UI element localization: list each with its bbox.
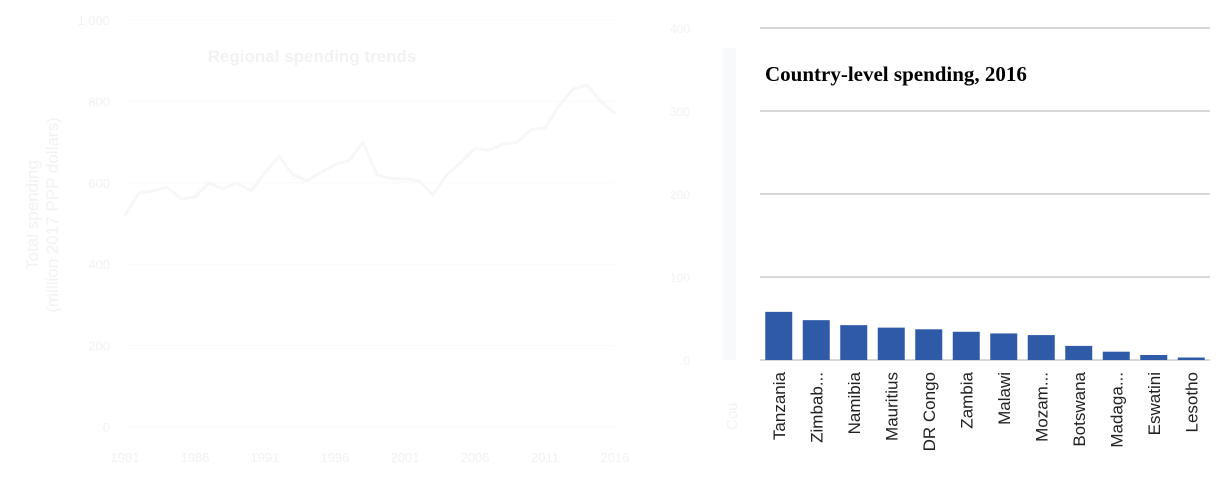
line-chart-x-tick-label: 1996 bbox=[321, 450, 350, 465]
bar-chart-bar bbox=[1027, 335, 1055, 360]
bar-chart-y-tick-label: 400 bbox=[670, 22, 690, 36]
bar-chart-category-label: Madaga... bbox=[1107, 372, 1126, 448]
bar-chart-bar bbox=[952, 331, 980, 360]
line-chart-title: Regional spending trends bbox=[208, 47, 417, 66]
bar-chart-y-tick-label: 0 bbox=[683, 354, 690, 368]
line-chart-x-tick-label: 2006 bbox=[461, 450, 490, 465]
bar-chart-title: Country-level spending, 2016 bbox=[765, 62, 1027, 86]
bar-chart-category-label: Namibia bbox=[845, 371, 864, 434]
line-chart-x-tick-label: 2001 bbox=[391, 450, 420, 465]
bar-chart-y-tick-label: 300 bbox=[670, 105, 690, 119]
bar-chart-faint-axis-strip bbox=[722, 48, 736, 360]
bar-chart-category-label: Eswatini bbox=[1145, 372, 1164, 435]
bar-chart-y-tick-label: 100 bbox=[670, 271, 690, 285]
line-chart-y-axis-label-line: Total spending bbox=[23, 160, 42, 270]
line-chart-x-tick-label: 2011 bbox=[531, 450, 559, 465]
bar-chart-bar bbox=[1102, 351, 1130, 360]
line-chart-series-line bbox=[123, 83, 616, 217]
line-chart-x-tick-label: 1981 bbox=[111, 450, 140, 465]
bar-chart-bar bbox=[802, 320, 830, 360]
line-chart-y-axis-label: Total spending(million 2017 PPP dollars) bbox=[23, 117, 62, 312]
bar-chart-bar bbox=[840, 325, 868, 360]
bar-chart-category-label: Mozam... bbox=[1032, 372, 1051, 442]
bar-chart-y-tick-label: 200 bbox=[670, 188, 690, 202]
line-chart-y-tick-label: 1,000 bbox=[77, 13, 110, 28]
bar-chart-category-label: Zambia bbox=[957, 371, 976, 428]
bar-chart-category-label: Botswana bbox=[1070, 371, 1089, 446]
line-chart-x-tick-label: 1991 bbox=[251, 450, 280, 465]
line-chart-x-tick-label: 1986 bbox=[181, 450, 210, 465]
line-chart-y-axis-label-line: (million 2017 PPP dollars) bbox=[43, 117, 62, 312]
bar-chart-bar bbox=[1065, 345, 1093, 360]
bar-chart-bar bbox=[915, 329, 943, 360]
regional-trend-chart: 0 200 400 600 800 1,000 1981 1986 1991 1996 2001 20… bbox=[23, 13, 630, 465]
bar-chart-bar bbox=[990, 333, 1018, 360]
bar-chart-category-label: Lesotho bbox=[1182, 372, 1201, 433]
bar-chart-category-label: DR Congo bbox=[920, 372, 939, 451]
country-bar-svg: 0 100 200 300 400 Cou Tanzania Zimbab... Namibia… bbox=[670, 22, 1210, 451]
line-chart-y-tick-label: 800 bbox=[88, 94, 110, 109]
line-chart-x-tick-label: 2016 bbox=[601, 450, 630, 465]
country-bar-chart: 0 100 200 300 400 Cou Tanzania Zimbab... Namibia… bbox=[645, 0, 1221, 477]
bar-chart-bar bbox=[877, 327, 905, 360]
regional-trend-svg: 0 200 400 600 800 1,000 1981 1986 1991 1996 2001 20… bbox=[23, 13, 630, 465]
bar-chart-bar bbox=[1177, 357, 1205, 360]
bar-chart-category-label: Tanzania bbox=[770, 371, 789, 440]
line-chart-y-tick-label: 600 bbox=[88, 176, 110, 191]
line-chart-y-tick-label: 400 bbox=[88, 257, 110, 272]
line-chart-y-tick-label: 200 bbox=[88, 339, 110, 354]
bar-chart-axis-label-fragment: Cou bbox=[724, 402, 741, 430]
bar-chart-bar bbox=[1140, 355, 1168, 360]
bar-chart-category-label: Mauritius bbox=[882, 372, 901, 441]
line-chart-y-tick-label: 0 bbox=[103, 420, 110, 435]
bar-chart-category-label: Malawi bbox=[995, 372, 1014, 425]
bar-chart-category-label: Zimbab... bbox=[807, 372, 826, 443]
bar-chart-bar bbox=[765, 311, 793, 360]
